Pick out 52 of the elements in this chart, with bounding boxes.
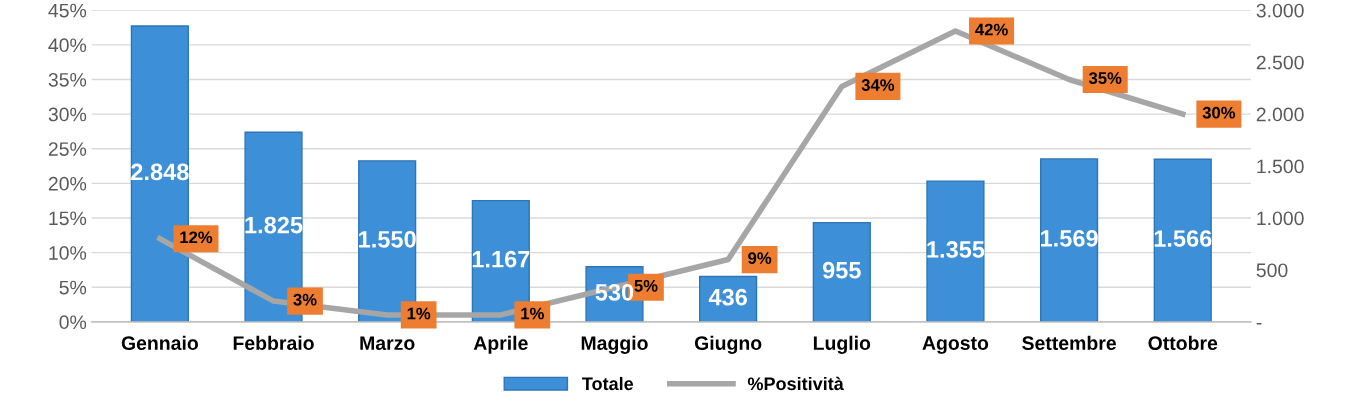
- y-tick-label: 0%: [59, 315, 87, 330]
- x-tick-label: Marzo: [360, 336, 415, 351]
- data-label: 1.167: [472, 250, 530, 268]
- data-label: 12%: [180, 231, 213, 244]
- y-tick-label: 25%: [48, 142, 87, 156]
- bar: [1039, 158, 1099, 322]
- x-tick-label: Febbraio: [233, 335, 314, 351]
- data-label: 2.848: [131, 163, 189, 181]
- y-tick-label: 10%: [49, 246, 87, 260]
- x-tick-label: Aprile: [473, 335, 528, 354]
- x-tick-label: Gennaio: [121, 335, 198, 351]
- x-tick-label: Ottobre: [1148, 335, 1218, 351]
- y2-tick-label: 3.000: [1256, 3, 1304, 18]
- bar: [926, 180, 985, 322]
- data-label: 1.566: [1154, 230, 1212, 247]
- data-label: 35%: [1088, 72, 1122, 84]
- x-tick-label: Maggio: [581, 335, 648, 354]
- bar: [812, 221, 871, 322]
- y2-tick-label: 1.000: [1257, 211, 1304, 226]
- y-tick-label: 30%: [48, 107, 87, 122]
- x-tick-label: Agosto: [922, 336, 989, 354]
- y2-tick-label: 500: [1256, 263, 1288, 278]
- data-label: 1.550: [359, 230, 416, 248]
- data-label: 1.569: [1041, 229, 1098, 247]
- y-tick-label: 35%: [48, 72, 87, 87]
- y-tick-label: 5%: [59, 280, 87, 295]
- data-label: 1%: [407, 307, 431, 320]
- data-label: 30%: [1202, 106, 1236, 119]
- data-label: 1.825: [245, 216, 303, 234]
- data-label: 1.355: [927, 241, 985, 258]
- bar: [1153, 158, 1212, 322]
- y-tick-label: 40%: [48, 38, 87, 53]
- y-tick-label: 15%: [49, 211, 87, 226]
- legend-label: Totale: [582, 376, 634, 391]
- y-tick-label: 20%: [48, 176, 87, 191]
- y2-tick-label: 2.000: [1256, 107, 1304, 122]
- y2-tick-label: -: [1256, 322, 1262, 325]
- data-label: 1%: [521, 307, 544, 320]
- data-label: 436: [708, 288, 747, 306]
- data-label: 42%: [975, 23, 1008, 36]
- data-label: 9%: [748, 252, 772, 264]
- legend-label: %Positività: [747, 376, 844, 391]
- data-label: 5%: [634, 279, 658, 292]
- y-tick-label: 45%: [48, 3, 87, 18]
- x-tick-label: Settembre: [1022, 335, 1116, 351]
- y2-tick-label: 2.500: [1256, 55, 1304, 70]
- x-tick-label: Luglio: [813, 335, 871, 354]
- data-label: 955: [822, 261, 861, 279]
- x-tick-label: Giugno: [694, 335, 762, 354]
- data-label: 34%: [861, 79, 895, 91]
- y2-tick-label: 1.500: [1257, 159, 1304, 174]
- data-label: 3%: [293, 293, 317, 306]
